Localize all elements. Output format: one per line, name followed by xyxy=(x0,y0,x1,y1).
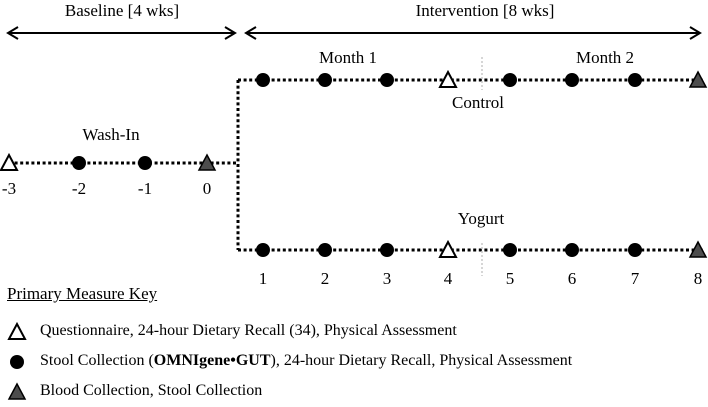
washin-phase-label: Wash-In xyxy=(82,125,140,144)
circle-marker xyxy=(256,73,270,87)
key-entries: Questionnaire, 24-hour Dietary Recall (3… xyxy=(7,316,572,406)
open-triangle-marker xyxy=(438,239,458,258)
circle-marker xyxy=(503,243,517,257)
key-entry: Questionnaire, 24-hour Dietary Recall (3… xyxy=(7,316,572,346)
arrowhead-left-icon xyxy=(6,26,19,40)
washin-markers xyxy=(0,152,217,171)
gray-triangle-marker xyxy=(7,381,27,400)
circle-marker xyxy=(628,73,642,87)
key-entry: Blood Collection, Stool Collection xyxy=(7,376,572,406)
yogurt-week-labels: 1 2 3 4 5 6 7 8 xyxy=(0,269,708,289)
open-triangle-marker xyxy=(438,69,458,88)
circle-marker xyxy=(565,243,579,257)
baseline-arrow xyxy=(6,26,237,40)
circle-marker xyxy=(380,73,394,87)
key-entry-text: Blood Collection, Stool Collection xyxy=(40,382,263,399)
gray-triangle-marker xyxy=(197,153,217,171)
month2-label: Month 2 xyxy=(575,48,635,67)
circle-marker xyxy=(72,156,86,170)
open-triangle-marker xyxy=(0,152,19,171)
key-entry: Stool Collection (OMNIgene•GUT), 24-hour… xyxy=(7,346,572,376)
month1-label: Month 1 xyxy=(318,48,378,67)
week-label: -1 xyxy=(137,179,153,198)
week-label: 6 xyxy=(567,269,577,288)
arrowhead-right-icon xyxy=(689,26,702,40)
control-arm-label: Control xyxy=(452,93,504,112)
week-label: 7 xyxy=(630,269,640,288)
key-entry-text: Stool Collection (OMNIgene•GUT), 24-hour… xyxy=(40,352,573,369)
washin-week-labels: -3 -2 -1 0 xyxy=(0,179,708,199)
arrowhead-right-icon xyxy=(224,26,237,40)
key-title: Primary Measure Key xyxy=(7,284,158,303)
open-triangle-icon xyxy=(7,321,27,340)
circle-icon xyxy=(10,354,24,369)
key-entry-text: Questionnaire, 24-hour Dietary Recall (3… xyxy=(40,322,457,339)
circle-marker xyxy=(628,243,642,257)
circle-marker xyxy=(318,243,332,257)
arrowhead-left-icon xyxy=(244,26,257,40)
yogurt-markers xyxy=(256,239,708,258)
intervention-period-label: Intervention [8 wks] xyxy=(415,1,555,20)
circle-marker xyxy=(318,73,332,87)
circle-marker xyxy=(503,73,517,87)
week-label: 4 xyxy=(443,269,453,288)
control-markers xyxy=(256,69,708,88)
circle-marker xyxy=(565,73,579,87)
gray-triangle-icon xyxy=(7,381,27,400)
gray-triangle-marker xyxy=(688,240,708,258)
circle-marker xyxy=(10,354,24,369)
gray-triangle-marker xyxy=(688,70,708,88)
week-label: 8 xyxy=(693,269,703,288)
week-label: 0 xyxy=(202,179,212,198)
yogurt-arm-label: Yogurt xyxy=(457,209,505,228)
week-label: 5 xyxy=(505,269,515,288)
circle-marker xyxy=(256,243,270,257)
week-label: 1 xyxy=(258,269,268,288)
baseline-period-label: Baseline [4 wks] xyxy=(64,1,180,20)
week-label: -2 xyxy=(71,179,87,198)
week-label: -3 xyxy=(1,179,17,198)
circle-marker xyxy=(380,243,394,257)
circle-marker xyxy=(138,156,152,170)
intervention-arrow xyxy=(244,26,702,40)
week-label: 3 xyxy=(382,269,392,288)
open-triangle-marker xyxy=(7,321,27,340)
week-label: 2 xyxy=(320,269,330,288)
